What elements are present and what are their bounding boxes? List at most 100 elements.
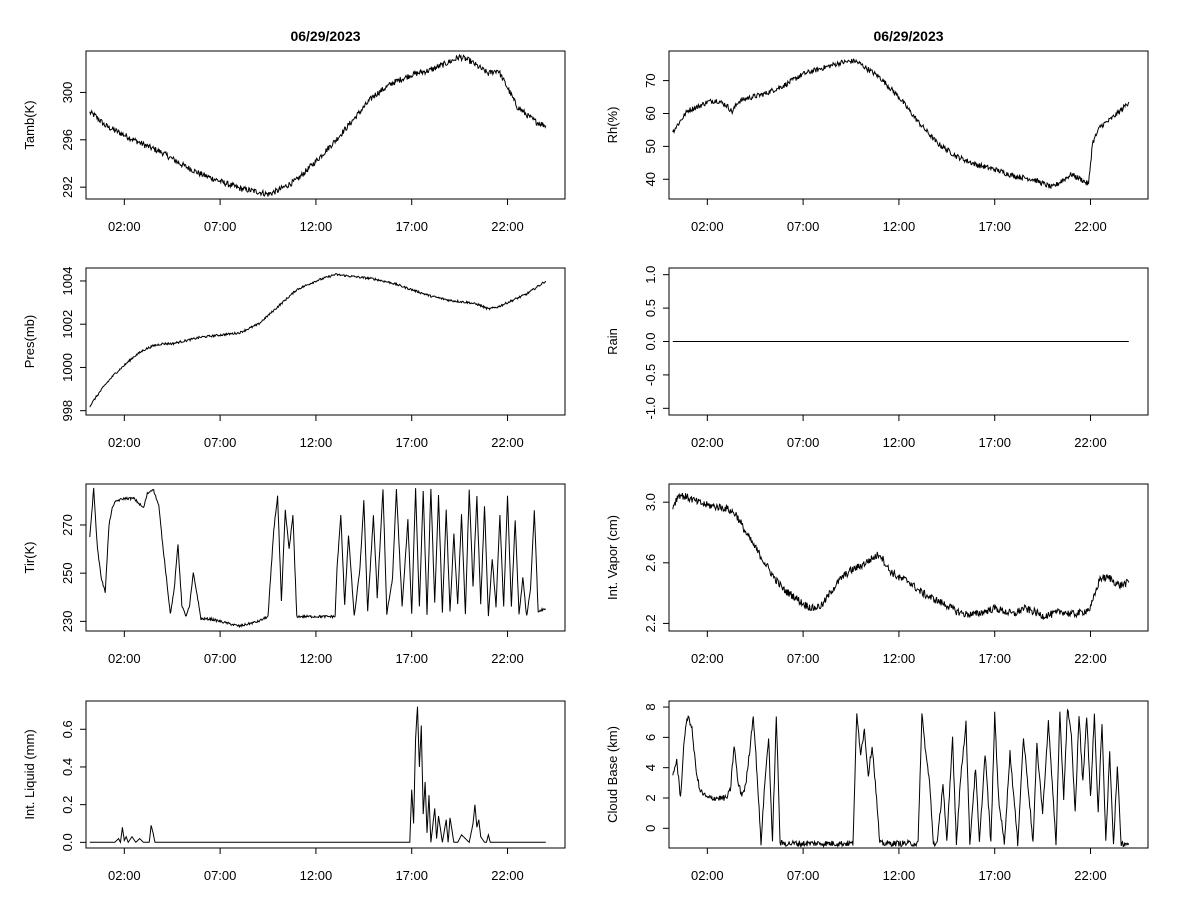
cloudbase-y-tick-label: 6 (643, 734, 658, 741)
liquid-y-tick-label: 0.0 (60, 833, 75, 851)
vapor-y-tick-label: 2.6 (643, 554, 658, 572)
rh-y-axis-label: Rh(%) (605, 107, 620, 144)
tamb-y-tick-label: 300 (60, 82, 75, 104)
tamb-y-axis-label: Tamb(K) (22, 100, 37, 149)
tamb-y-tick-label: 292 (60, 176, 75, 198)
vapor-y-tick-label: 3.0 (643, 493, 658, 511)
tamb-plot-frame (85, 50, 566, 200)
tir-x-tick-label: 17:00 (395, 651, 428, 666)
liquid-y-tick-label: 0.4 (60, 758, 75, 776)
cloudbase-series-line (672, 708, 1130, 849)
rh-y-tick-label: 70 (643, 73, 658, 87)
rh-y-tick-label: 60 (643, 106, 658, 120)
rh-x-tick-label: 17:00 (978, 219, 1011, 234)
rain-x-tick-label: 02:00 (691, 435, 724, 450)
pres-x-tick-label: 07:00 (204, 435, 237, 450)
pres-y-tick-label: 1004 (60, 267, 75, 296)
tamb-title: 06/29/2023 (290, 28, 360, 44)
pres-panel: 02:00 07:00 12:00 17:00 22:00 998 1000 1002 1004… (22, 267, 566, 450)
pres-x-tick-label: 22:00 (491, 435, 524, 450)
vapor-y-axis-label: Int. Vapor (cm) (605, 515, 620, 600)
tir-series-line (89, 487, 546, 629)
liquid-y-tick-label: 0.6 (60, 720, 75, 738)
vapor-plot-frame (668, 483, 1149, 632)
cloudbase-x-tick-label: 22:00 (1074, 868, 1107, 883)
rh-x-tick-label: 07:00 (787, 219, 820, 234)
tir-y-tick-label: 230 (60, 611, 75, 633)
cloudbase-y-tick-label: 0 (643, 825, 658, 832)
liquid-y-axis-label: Int. Liquid (mm) (22, 729, 37, 819)
rain-y-tick-label: -0.5 (643, 364, 658, 386)
cloudbase-x-tick-label: 02:00 (691, 868, 724, 883)
rain-panel: 02:00 07:00 12:00 17:00 22:00 -1.0 -0.5 0.0 0.5 1… (605, 266, 1149, 450)
rh-x-tick-label: 22:00 (1074, 219, 1107, 234)
pres-plot-frame (85, 267, 566, 416)
pres-y-axis-label: Pres(mb) (22, 315, 37, 368)
liquid-x-tick-label: 02:00 (108, 868, 141, 883)
liquid-y-tick-label: 0.2 (60, 796, 75, 814)
rain-x-tick-label: 17:00 (978, 435, 1011, 450)
tir-y-tick-label: 270 (60, 514, 75, 536)
rh-panel: 06/29/2023 02:00 07:00 12:00 17:00 22:00 40 50 6… (605, 28, 1149, 234)
tamb-panel: 06/29/2023 02:00 07:00 12:00 17:00 22:00 292 29… (22, 28, 566, 234)
cloudbase-plot-frame (668, 700, 1149, 849)
rh-y-tick-label: 50 (643, 139, 658, 153)
rain-x-tick-label: 22:00 (1074, 435, 1107, 450)
pres-y-tick-label: 1000 (60, 353, 75, 382)
vapor-x-tick-label: 17:00 (978, 651, 1011, 666)
liquid-x-tick-label: 07:00 (204, 868, 237, 883)
pres-x-tick-label: 02:00 (108, 435, 141, 450)
rh-y-tick-label: 40 (643, 172, 658, 186)
vapor-panel: 02:00 07:00 12:00 17:00 22:00 2.2 2.6 3.0 Int. V… (605, 483, 1149, 666)
cloudbase-y-tick-label: 4 (643, 764, 658, 771)
liquid-plot-frame (85, 700, 566, 849)
tamb-x-tick-label: 17:00 (395, 219, 428, 234)
tamb-x-tick-label: 02:00 (108, 219, 141, 234)
rh-title: 06/29/2023 (873, 28, 943, 44)
tir-x-tick-label: 07:00 (204, 651, 237, 666)
cloudbase-y-tick-label: 2 (643, 794, 658, 801)
rh-x-tick-label: 02:00 (691, 219, 724, 234)
vapor-x-tick-label: 07:00 (787, 651, 820, 666)
pres-x-tick-label: 17:00 (395, 435, 428, 450)
rain-y-tick-label: 0.5 (643, 299, 658, 317)
rain-x-tick-label: 12:00 (883, 435, 916, 450)
liquid-x-tick-label: 17:00 (395, 868, 428, 883)
tamb-series-line (89, 53, 547, 197)
rain-y-tick-label: -1.0 (643, 397, 658, 419)
vapor-y-tick-label: 2.2 (643, 614, 658, 632)
pres-y-tick-label: 1002 (60, 310, 75, 339)
tir-y-tick-label: 250 (60, 562, 75, 584)
vapor-x-tick-label: 12:00 (883, 651, 916, 666)
tir-x-tick-label: 02:00 (108, 651, 141, 666)
rh-x-tick-label: 12:00 (883, 219, 916, 234)
rh-series-line (672, 58, 1130, 190)
tir-y-axis-label: Tir(K) (22, 541, 37, 573)
pres-series-line (89, 273, 547, 408)
cloudbase-x-tick-label: 17:00 (978, 868, 1011, 883)
tir-panel: 02:00 07:00 12:00 17:00 22:00 230 250 270 Tir(K) (22, 483, 566, 666)
tir-x-tick-label: 22:00 (491, 651, 524, 666)
cloudbase-y-axis-label: Cloud Base (km) (605, 726, 620, 823)
rain-y-tick-label: 1.0 (643, 266, 658, 284)
cloudbase-x-tick-label: 12:00 (883, 868, 916, 883)
tir-plot-frame (85, 483, 566, 632)
rain-x-tick-label: 07:00 (787, 435, 820, 450)
tamb-x-tick-label: 12:00 (300, 219, 333, 234)
vapor-x-tick-label: 02:00 (691, 651, 724, 666)
liquid-panel: 02:00 07:00 12:00 17:00 22:00 0.0 0.2 0.4 0.6 Int… (22, 700, 566, 883)
rain-y-tick-label: 0.0 (643, 332, 658, 350)
tir-x-tick-label: 12:00 (300, 651, 333, 666)
pres-y-tick-label: 998 (60, 400, 75, 422)
pres-x-tick-label: 12:00 (300, 435, 333, 450)
liquid-series-line (89, 706, 546, 844)
rh-plot-frame (668, 50, 1149, 200)
cloudbase-x-tick-label: 07:00 (787, 868, 820, 883)
rain-y-axis-label: Rain (605, 328, 620, 355)
liquid-x-tick-label: 12:00 (300, 868, 333, 883)
cloudbase-y-tick-label: 8 (643, 703, 658, 710)
vapor-series-line (672, 492, 1130, 620)
cloudbase-panel: 02:00 07:00 12:00 17:00 22:00 0 2 4 6 8 Cloud Base… (605, 700, 1149, 883)
tamb-y-tick-label: 296 (60, 129, 75, 151)
